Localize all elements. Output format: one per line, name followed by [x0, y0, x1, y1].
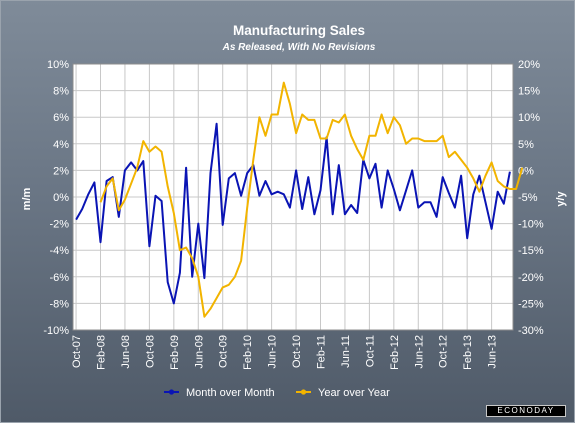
legend-item-mom: Month over Month [164, 387, 275, 399]
left-axis-ticks: 10% 8% 6% 4% 2% 0% -2% -4% -6% -8% -10% [43, 59, 69, 337]
x-tick-label: Feb-09 [169, 335, 181, 370]
x-axis-ticks: Oct-07 Feb-08 Jun-08 Oct-08 Feb-09 Jun-09 Oct-… [71, 335, 499, 370]
x-tick-label: Oct-08 [144, 335, 156, 368]
left-tick-label: -2% [49, 219, 69, 231]
left-tick-label: 0% [53, 192, 69, 204]
legend-label-yoy: Year over Year [318, 387, 390, 399]
x-tick-label: Oct-11 [364, 335, 376, 367]
left-tick-label: 2% [53, 165, 69, 177]
right-tick-label: -25% [518, 298, 544, 310]
right-tick-label: -15% [518, 245, 544, 257]
x-tick-label: Jun-11 [340, 335, 352, 368]
left-tick-label: 4% [53, 139, 69, 151]
left-tick-label: -6% [49, 272, 69, 284]
x-tick-label: Feb-08 [96, 335, 108, 370]
x-tick-label: Oct-09 [218, 335, 230, 368]
legend: Month over Month Year over Year [164, 387, 390, 399]
left-axis-title: m/m [21, 187, 33, 210]
x-tick-label: Jun-10 [267, 335, 279, 369]
chart-subtitle: As Released, With No Revisions [222, 42, 376, 53]
plot-border [72, 63, 514, 331]
left-tick-label: 10% [47, 59, 69, 71]
x-tick-label: Jun-12 [413, 335, 425, 369]
right-tick-label: -10% [518, 219, 544, 231]
x-tick-label: Feb-11 [316, 335, 328, 369]
left-tick-label: -8% [49, 298, 69, 310]
legend-item-yoy: Year over Year [296, 387, 390, 399]
right-axis-title: y/y [555, 190, 567, 206]
left-tick-label: 6% [53, 112, 69, 124]
x-tick-label: Feb-12 [389, 335, 401, 370]
econoday-logo: ECONODAY [486, 405, 566, 417]
right-tick-label: 20% [518, 59, 540, 71]
gridlines [72, 63, 514, 331]
legend-marker-mom [168, 389, 175, 395]
series-layer [75, 81, 524, 318]
legend-marker-yoy [300, 389, 307, 395]
legend-label-mom: Month over Month [186, 387, 275, 399]
chart-title: Manufacturing Sales [233, 23, 365, 38]
right-tick-label: -30% [518, 325, 544, 337]
series-line-yoy [99, 81, 524, 318]
right-tick-label: 5% [518, 139, 534, 151]
x-tick-label: Jun-09 [193, 335, 205, 369]
x-tick-label: Feb-10 [242, 335, 254, 370]
left-tick-label: -10% [43, 325, 69, 337]
left-tick-label: 8% [53, 86, 69, 98]
right-tick-label: 10% [518, 112, 540, 124]
right-axis-ticks: 20%15%10%5%0%-5%-10%-15%-20%-25%-30% [518, 59, 544, 337]
x-tick-label: Oct-12 [438, 335, 450, 368]
x-tick-label: Jun-08 [120, 335, 132, 369]
x-tick-label: Oct-07 [71, 335, 83, 368]
right-tick-label: 15% [518, 86, 540, 98]
left-tick-label: -4% [49, 245, 69, 257]
x-tick-label: Oct-10 [291, 335, 303, 368]
series-line-mom [75, 122, 511, 305]
x-tick-label: Jun-13 [487, 335, 499, 369]
right-tick-label: -5% [518, 192, 538, 204]
x-tick-label: Feb-13 [462, 335, 474, 370]
right-tick-label: -20% [518, 272, 544, 284]
